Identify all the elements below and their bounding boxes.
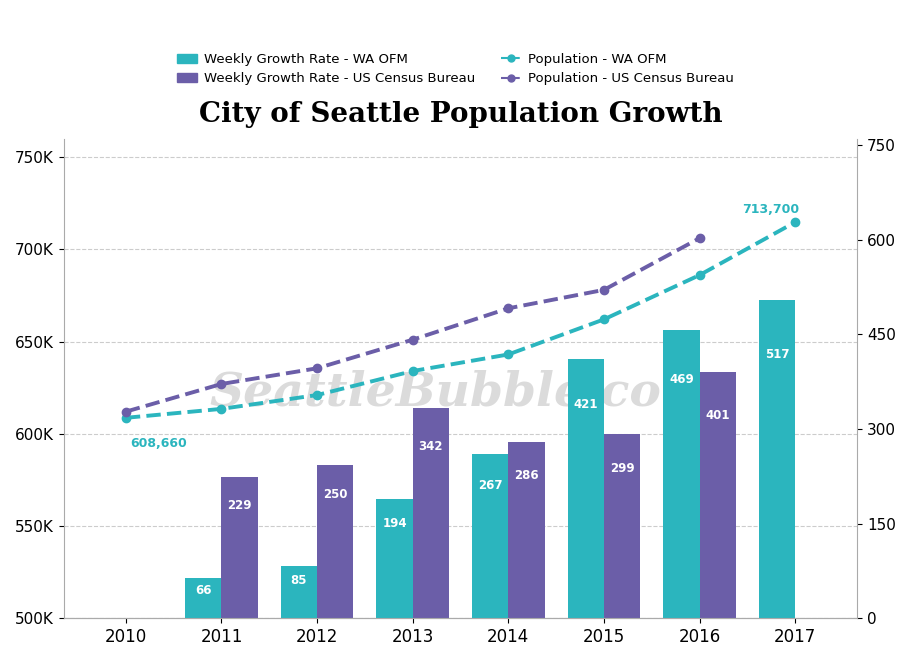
Text: SeattleBubble.com: SeattleBubble.com xyxy=(210,369,711,416)
Bar xyxy=(221,477,258,618)
Text: 608,660: 608,660 xyxy=(130,438,188,450)
Bar xyxy=(281,566,317,618)
Bar xyxy=(508,442,545,618)
Bar xyxy=(604,434,640,618)
Text: 401: 401 xyxy=(705,408,730,422)
Text: 517: 517 xyxy=(764,348,789,361)
Bar xyxy=(317,465,353,618)
Text: 286: 286 xyxy=(514,469,538,482)
Text: 713,700: 713,700 xyxy=(742,203,800,216)
Text: 342: 342 xyxy=(419,440,443,453)
Text: 194: 194 xyxy=(383,517,407,530)
Title: City of Seattle Population Growth: City of Seattle Population Growth xyxy=(199,101,722,128)
Legend: Weekly Growth Rate - WA OFM, Weekly Growth Rate - US Census Bureau, Population -: Weekly Growth Rate - WA OFM, Weekly Grow… xyxy=(178,53,733,85)
Text: 250: 250 xyxy=(323,488,347,500)
Bar xyxy=(185,578,221,618)
Text: 469: 469 xyxy=(669,373,694,386)
Bar xyxy=(472,454,508,618)
Text: 421: 421 xyxy=(574,398,598,411)
Bar xyxy=(568,360,604,618)
Bar xyxy=(663,330,700,618)
Text: 229: 229 xyxy=(228,498,252,512)
Text: 299: 299 xyxy=(609,462,634,475)
Bar xyxy=(759,300,795,618)
Bar xyxy=(413,408,449,618)
Bar xyxy=(376,499,413,618)
Bar xyxy=(700,371,736,618)
Text: 85: 85 xyxy=(291,574,307,587)
Text: 66: 66 xyxy=(195,584,211,597)
Text: 267: 267 xyxy=(478,479,502,492)
